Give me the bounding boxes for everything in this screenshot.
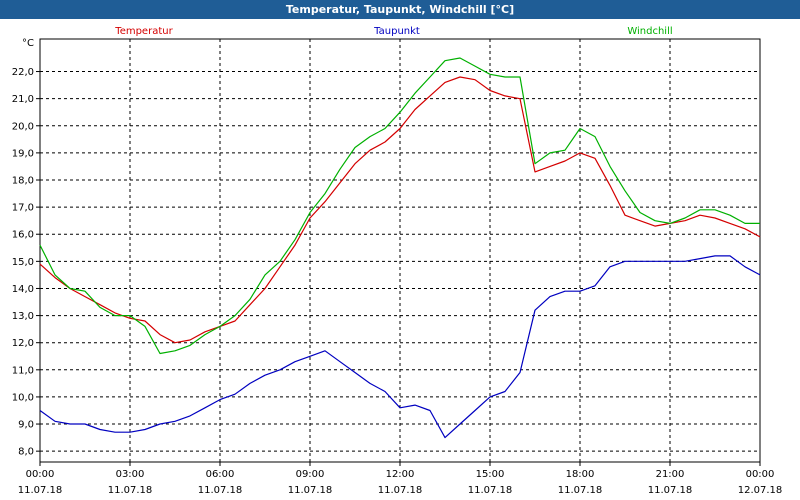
x-tick-date-label: 11.07.18 (198, 485, 243, 496)
series-line-windchill (39, 57, 760, 355)
x-tick-time-label: 03:00 (116, 469, 145, 480)
y-tick-label: 11,0 (12, 365, 34, 376)
plot-frame (39, 38, 761, 463)
y-tick-label: 17,0 (12, 203, 34, 214)
legend-taupunkt: Taupunkt (373, 26, 420, 37)
y-tick-label: 8,0 (18, 447, 34, 458)
legend-windchill: Windchill (627, 26, 672, 37)
x-tick-date-label: 11.07.18 (648, 485, 693, 496)
y-tick-label: 19,0 (12, 148, 34, 159)
x-tick-date-label: 11.07.18 (18, 485, 63, 496)
y-tick-label: 22,0 (12, 67, 34, 78)
x-tick-date-label: 11.07.18 (108, 485, 153, 496)
x-tick-date-label: 11.07.18 (288, 485, 333, 496)
y-tick-label: 13,0 (12, 311, 34, 322)
title-bar: Temperatur, Taupunkt, Windchill [°C] (0, 0, 800, 19)
y-tick-label: 18,0 (12, 176, 34, 187)
chart-title: Temperatur, Taupunkt, Windchill [°C] (285, 3, 515, 16)
line-chart: 8,0 9,0 10,0 11,0 12,0 13,0 14,0 15,0 16,0 17,0 18… (12, 26, 783, 496)
x-tick-date-label: 11.07.18 (378, 485, 423, 496)
x-tick-time-label: 21:00 (656, 469, 685, 480)
x-tick-time-label: 00:00 (746, 469, 775, 480)
y-tick-label: 10,0 (12, 392, 34, 403)
x-tick-date-label: 11.07.18 (558, 485, 603, 496)
series-line-temperatur (39, 76, 761, 344)
y-axis-unit-label: °C (22, 38, 34, 49)
x-tick-time-label: 09:00 (296, 469, 325, 480)
x-tick-date-label: 12.07.18 (738, 485, 783, 496)
x-tick-time-label: 12:00 (386, 469, 415, 480)
y-tick-label: 16,0 (12, 230, 34, 241)
y-tick-label: 21,0 (12, 94, 34, 105)
x-tick-time-label: 00:00 (26, 469, 55, 480)
x-tick-time-label: 06:00 (206, 469, 235, 480)
y-tick-label: 12,0 (12, 338, 34, 349)
y-tick-label: 15,0 (12, 257, 34, 268)
x-tick-time-label: 15:00 (476, 469, 505, 480)
x-tick-time-label: 18:00 (566, 469, 595, 480)
series-line-taupunkt (39, 255, 761, 439)
x-tick-date-label: 11.07.18 (468, 485, 513, 496)
y-tick-label: 20,0 (12, 121, 34, 132)
legend-temperatur: Temperatur (114, 26, 173, 37)
y-tick-label: 9,0 (18, 420, 34, 431)
y-tick-label: 14,0 (12, 284, 34, 295)
